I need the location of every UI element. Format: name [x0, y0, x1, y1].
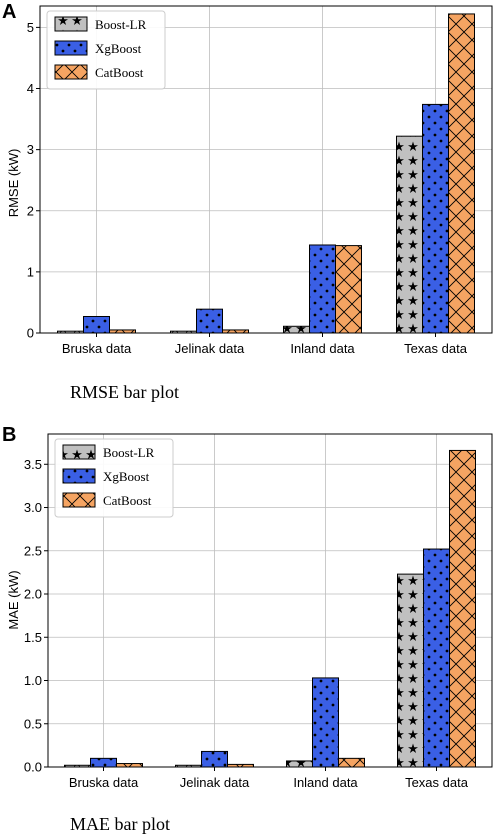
x-tick-label: Bruska data: [69, 775, 139, 790]
x-tick-label: Texas data: [405, 775, 469, 790]
bar-xgboost-inland-data: [312, 677, 339, 768]
bar-boost-lr-inland-data: [286, 760, 313, 768]
x-tick-label: Texas data: [404, 341, 468, 356]
x-tick-label: Jelinak data: [180, 775, 250, 790]
bar-catboost-inland-data: [338, 757, 365, 768]
y-tick-label: 4: [27, 81, 34, 96]
legend-swatch-catboost: [54, 64, 88, 80]
x-tick-label: Inland data: [293, 775, 358, 790]
y-tick-label: 3.0: [24, 500, 42, 515]
y-tick-label: 1.0: [24, 673, 42, 688]
bar-catboost-texas-data: [449, 449, 476, 768]
plot-frame: [39, 5, 493, 334]
y-tick-label: 5: [27, 20, 34, 35]
bar-boost-lr-texas-data: [396, 135, 423, 334]
panel-a: A RMSE (kW) 0 1 2 3 4 5 Bruska data Jelinak da…: [2, 1, 493, 402]
plot-frame: [47, 433, 493, 768]
legend-label-xgboost: XgBoost: [103, 469, 150, 484]
bar-xgboost-jelinak-data: [201, 750, 228, 768]
bar-catboost-bruska-data: [116, 763, 143, 768]
panel-b: B MAE (kW) 0.0 0.5 1.0 1.5 2.0 2.5 3.0 3.5 Brus…: [2, 424, 493, 834]
caption: RMSE bar plot: [70, 382, 179, 402]
bar-catboost-texas-data: [448, 13, 475, 334]
bar-catboost-inland-data: [335, 245, 362, 334]
bar-boost-lr-texas-data: [397, 573, 424, 768]
bar-xgboost-jelinak-data: [196, 308, 223, 334]
bar-xgboost-texas-data: [423, 548, 450, 768]
y-axis-title: RMSE (kW): [6, 149, 21, 218]
y-tick-label: 2.0: [24, 587, 42, 602]
bar-xgboost-bruska-data: [83, 315, 110, 334]
legend-label-boost-lr: Boost-LR: [95, 17, 147, 32]
legend-swatch-boost-lr: [62, 444, 96, 460]
y-tick-label: 2.5: [24, 543, 42, 558]
y-tick-label: 1.5: [24, 630, 42, 645]
legend-label-boost-lr: Boost-LR: [103, 445, 155, 460]
legend-swatch-boost-lr: [54, 16, 88, 32]
x-tick-label: Inland data: [290, 341, 355, 356]
bar-xgboost-bruska-data: [90, 757, 117, 768]
y-tick-label: 3.5: [24, 457, 42, 472]
y-axis-title: MAE (kW): [6, 570, 21, 629]
y-tick-label: 0.0: [24, 760, 42, 775]
y-tick-label: 1: [27, 264, 34, 279]
legend: Boost-LR XgBoost CatBoost: [46, 10, 166, 90]
x-tick-label: Bruska data: [62, 341, 132, 356]
caption: MAE bar plot: [70, 814, 170, 834]
legend-swatch-xgboost: [62, 468, 96, 484]
legend-swatch-catboost: [62, 492, 96, 508]
legend-label-xgboost: XgBoost: [95, 41, 142, 56]
bar-xgboost-inland-data: [309, 244, 336, 334]
panel-letter-a: A: [2, 1, 16, 23]
y-tick-label: 2: [27, 203, 34, 218]
bar-xgboost-texas-data: [422, 103, 449, 334]
legend-swatch-xgboost: [54, 40, 88, 56]
legend: Boost-LR XgBoost CatBoost: [54, 438, 174, 518]
y-tick-label: 0: [27, 326, 34, 341]
bar-boost-lr-inland-data: [283, 325, 310, 334]
x-tick-label: Jelinak data: [175, 341, 245, 356]
legend-label-catboost: CatBoost: [103, 493, 152, 508]
panel-letter-b: B: [2, 424, 16, 446]
y-tick-label: 3: [27, 142, 34, 157]
legend-label-catboost: CatBoost: [95, 65, 144, 80]
y-tick-label: 0.5: [24, 716, 42, 731]
